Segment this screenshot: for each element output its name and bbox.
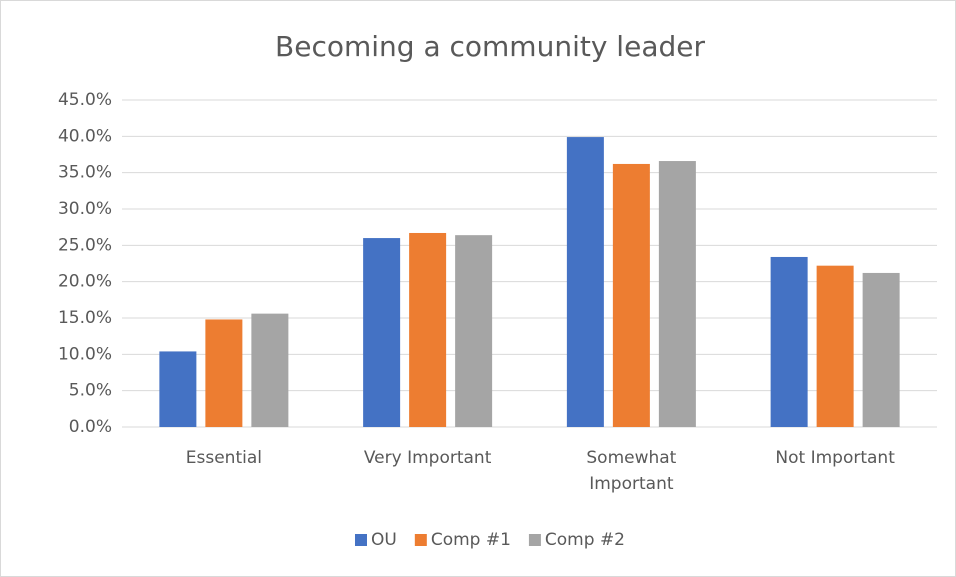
y-tick-label: 40.0% xyxy=(58,126,112,146)
bar xyxy=(251,313,289,427)
legend-label: OU xyxy=(371,530,397,550)
x-tick-label: Somewhat Important xyxy=(586,448,677,494)
x-tick-label: Essential xyxy=(185,448,262,468)
bar xyxy=(159,351,197,427)
x-tick-label-box: Somewhat Important xyxy=(586,448,677,494)
legend-label: Comp #1 xyxy=(431,530,511,550)
y-tick-label: 45.0% xyxy=(58,90,112,110)
legend-swatch xyxy=(528,534,541,546)
bar xyxy=(455,235,493,427)
bar xyxy=(566,137,604,427)
x-tick-label: Very Important xyxy=(363,448,492,468)
bar xyxy=(612,163,650,428)
chart-title: Becoming a community leader xyxy=(275,30,705,63)
bar xyxy=(658,161,696,428)
x-tick-label-box: Not Important xyxy=(775,448,895,468)
y-tick-label: 10.0% xyxy=(58,344,112,364)
y-tick-label: 0.0% xyxy=(69,417,112,437)
bar xyxy=(770,256,808,427)
y-tick-label: 30.0% xyxy=(58,199,112,219)
y-tick-label: 5.0% xyxy=(69,381,112,401)
x-tick-label-box: Very Important xyxy=(363,448,492,468)
legend-swatch xyxy=(354,534,367,546)
y-tick-label: 15.0% xyxy=(58,308,112,328)
x-tick-label: Not Important xyxy=(775,448,895,468)
y-tick-label: 25.0% xyxy=(58,235,112,255)
bar xyxy=(862,272,900,427)
y-tick-label: 35.0% xyxy=(58,163,112,183)
legend: OU Comp #1 Comp #2 xyxy=(354,530,625,550)
legend-label: Comp #2 xyxy=(545,530,625,550)
bar xyxy=(363,238,401,427)
legend-swatch xyxy=(414,534,427,546)
bar xyxy=(816,265,854,427)
x-tick-label-box: Essential xyxy=(185,448,262,468)
y-tick-label: 20.0% xyxy=(58,272,112,292)
bar xyxy=(205,319,243,427)
bar xyxy=(409,232,447,427)
